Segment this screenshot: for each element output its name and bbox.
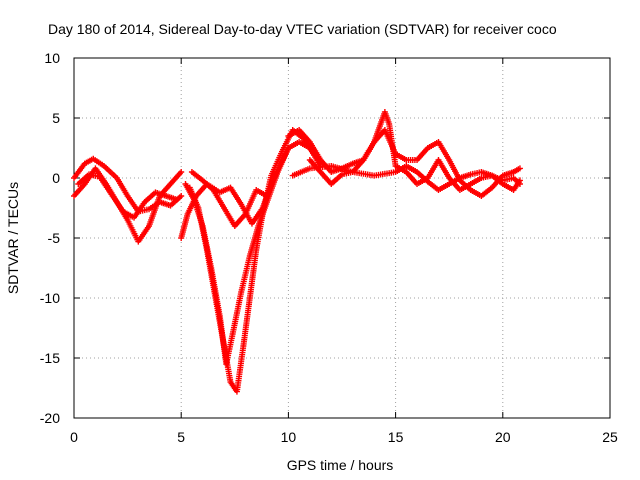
series-late-track-c (289, 163, 523, 193)
data-point (178, 169, 185, 175)
y-tick-label: -10 (40, 290, 60, 306)
y-tick-label: -20 (40, 410, 60, 426)
x-axis-label: GPS time / hours (287, 457, 394, 473)
data-point (516, 165, 523, 172)
y-axis-label: SDTVAR / TECUs (5, 182, 21, 294)
x-tick-label: 15 (388, 429, 404, 445)
y-tick-label: -5 (48, 230, 61, 246)
y-tick-label: 10 (44, 50, 60, 66)
data-point (272, 171, 279, 178)
y-tick-label: 0 (52, 170, 60, 186)
data-point (173, 196, 180, 203)
x-tick-label: 10 (281, 429, 297, 445)
series-upper-mid-track (188, 169, 279, 229)
x-tick-label: 5 (177, 429, 185, 445)
series-late-track-b (306, 127, 523, 199)
data-markers (71, 109, 523, 395)
series-deep-dip-track (186, 127, 318, 395)
data-point (516, 177, 523, 184)
grid (74, 58, 610, 418)
y-tick-label: 5 (52, 110, 60, 126)
ticks: 0 5 10 15 20 25 10 5 0 -5 -10 -15 -20 (40, 50, 618, 445)
data-point (178, 193, 185, 199)
data-point (285, 145, 292, 151)
chart-title: Day 180 of 2014, Sidereal Day-to-day VTE… (48, 21, 557, 37)
x-tick-label: 25 (602, 429, 618, 445)
x-tick-label: 20 (495, 429, 511, 445)
series-track-c (75, 171, 180, 221)
x-tick-label: 0 (70, 429, 78, 445)
series-late-track-a (285, 109, 523, 193)
y-tick-label: -15 (40, 350, 60, 366)
